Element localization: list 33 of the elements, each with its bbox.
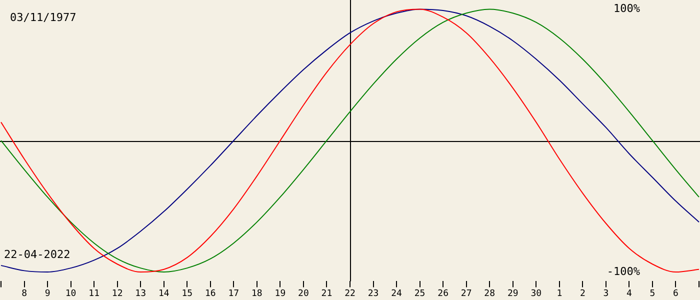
x-tick-label: 30 (530, 288, 542, 299)
y-tick-label: 100% (614, 2, 640, 16)
x-tick-label: 17 (228, 288, 240, 299)
x-tick-label: 14 (158, 288, 170, 299)
x-tick-label: 28 (484, 288, 496, 299)
x-tick-label: 13 (135, 288, 146, 299)
x-tick-label: 27 (460, 288, 472, 299)
x-tick-label: 12 (112, 288, 123, 299)
x-tick-label: 5 (650, 288, 656, 299)
x-tick-label: 9 (44, 288, 50, 299)
annotation: 22-04-2022 (4, 248, 70, 262)
x-tick-label: 11 (88, 288, 100, 299)
x-tick-label: 4 (626, 288, 632, 299)
x-tick-label: 20 (298, 288, 309, 299)
x-tick-label: 6 (673, 288, 678, 299)
x-tick-label: 18 (252, 288, 262, 299)
x-tick-label: 1 (556, 288, 562, 299)
x-tick-label: 25 (414, 288, 426, 299)
x-tick-label: 23 (368, 288, 379, 299)
x-tick-label: 26 (438, 288, 448, 299)
x-tick-label: 16 (204, 288, 216, 299)
x-tick-label: 8 (22, 288, 27, 299)
x-tick-label: 3 (603, 288, 609, 299)
x-tick-label: 21 (321, 288, 332, 299)
x-tick-label: 24 (391, 288, 402, 299)
x-tick-label: 2 (580, 288, 586, 299)
x-tick-label: 29 (507, 288, 518, 299)
x-tick-label: 10 (65, 288, 76, 299)
y-tick-label: -100% (606, 264, 640, 278)
x-tick-label: 19 (274, 288, 286, 299)
x-tick-label: 15 (182, 288, 193, 299)
x-tick-label: 22 (344, 288, 356, 299)
annotation: 03/11/1977 (10, 10, 76, 24)
